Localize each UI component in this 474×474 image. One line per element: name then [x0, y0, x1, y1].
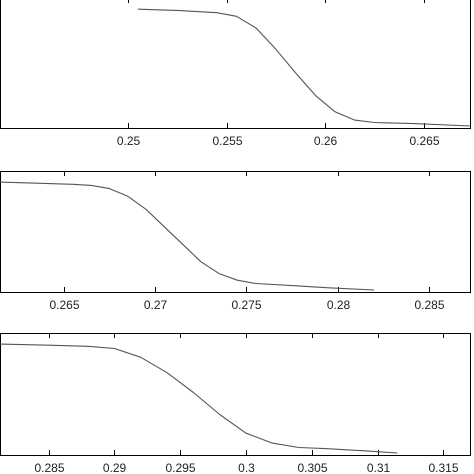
x-tick-label: 0.305 — [297, 461, 327, 474]
chart-panel-1: 0.25 0.255 0.26 0.265 — [0, 0, 472, 148]
x-tick-label: 0.27 — [144, 298, 168, 312]
series-line — [137, 8, 472, 127]
chart-panel-3: 0.285 0.29 0.295 0.3 0.305 0.31 0.315 — [0, 333, 471, 474]
axes-frame — [0, 333, 471, 456]
axes-frame — [0, 0, 471, 129]
x-tick-label: 0.265 — [49, 298, 79, 312]
x-tick-label: 0.285 — [414, 298, 444, 312]
x-tick-label: 0.275 — [231, 298, 261, 312]
series-line — [0, 181, 375, 291]
axes-frame — [0, 171, 471, 293]
series-line — [0, 343, 398, 454]
x-tick-label: 0.28 — [327, 298, 351, 312]
x-tick-label: 0.3 — [238, 461, 255, 474]
x-tick-label: 0.25 — [117, 134, 141, 148]
x-tick-label: 0.315 — [428, 461, 458, 474]
x-tick-label: 0.295 — [165, 461, 195, 474]
chart-panel-2: 0.265 0.27 0.275 0.28 0.285 — [0, 171, 471, 312]
x-tick-label: 0.265 — [409, 134, 439, 148]
x-tick-label: 0.31 — [367, 461, 391, 474]
x-tick-label: 0.26 — [314, 134, 338, 148]
x-tick-label: 0.255 — [212, 134, 242, 148]
x-tick-label: 0.29 — [103, 461, 127, 474]
x-tick-label: 0.285 — [34, 461, 64, 474]
